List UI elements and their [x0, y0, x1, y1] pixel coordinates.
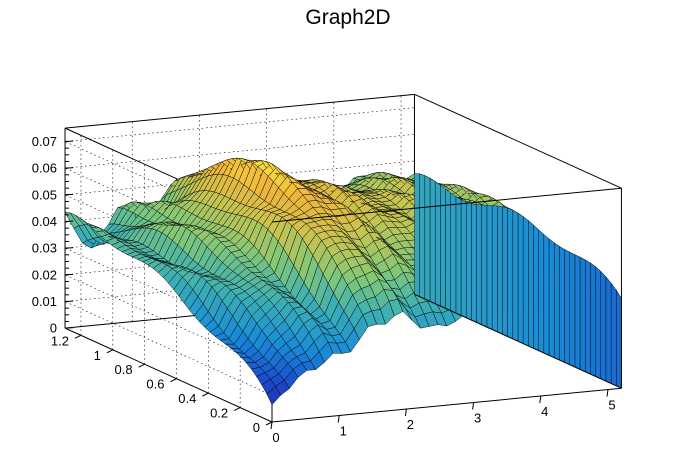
x-tick-mark [472, 402, 475, 410]
frame-edge [271, 187, 622, 223]
z-tick-label: 0.06 [32, 161, 57, 176]
surface-side [440, 184, 446, 309]
x-tick-mark [539, 395, 542, 404]
z-tick-label: 0.05 [32, 187, 57, 202]
z-tick-label: 0.02 [32, 267, 57, 282]
surface-side [569, 251, 576, 368]
surface-side [424, 175, 431, 302]
y-tick-label: 0.4 [178, 391, 196, 406]
z-tick-label: 0.07 [32, 134, 57, 149]
y-tick-label: 0.6 [146, 377, 164, 392]
surface-side [610, 282, 617, 387]
x-tick-mark [337, 415, 340, 423]
surface-side [595, 266, 601, 380]
surface-side [435, 181, 441, 307]
x-tick-label: 2 [407, 417, 414, 432]
y-tick-mark [202, 392, 209, 397]
surface-side [429, 177, 436, 305]
z-tick-label: 0.03 [32, 241, 57, 256]
x-tick-mark [606, 389, 609, 397]
frame-edge [64, 93, 415, 129]
x-tick-label: 0 [272, 430, 279, 445]
y-tick-label: 0.2 [210, 406, 228, 421]
surface-side [616, 289, 622, 389]
surface-side [533, 224, 539, 352]
surface-side [600, 270, 607, 382]
surface-side [605, 276, 612, 384]
surface-side [455, 196, 462, 316]
z-tick-label: 0.04 [32, 214, 57, 229]
y-tick-label: 0.8 [115, 362, 133, 377]
chart-title: Graph2D [305, 6, 390, 29]
x-tick-label: 5 [608, 398, 615, 413]
y-axis-ticks: 0 0.2 0.4 0.6 0.8 1 1.2 [51, 333, 273, 435]
surface-plot [64, 157, 622, 406]
surface-side [528, 220, 534, 349]
x-tick-mark [404, 408, 407, 417]
surface-side [419, 173, 425, 300]
surface-side [481, 204, 488, 328]
surface-side [491, 205, 498, 333]
y-tick-mark [233, 407, 241, 412]
surface-side [564, 249, 570, 366]
surface-side [471, 203, 477, 323]
surface-side [517, 212, 524, 344]
surface-side [507, 207, 513, 340]
surface-side [590, 262, 596, 377]
x-tick-mark [270, 421, 273, 430]
surface-side [497, 205, 503, 335]
y-tick-mark [170, 378, 177, 383]
surface-side [486, 205, 493, 330]
y-tick-mark [138, 363, 145, 368]
surface-side [538, 229, 544, 354]
y-tick-label: 1 [94, 348, 101, 363]
surface-side [579, 256, 586, 373]
x-tick-label: 4 [541, 404, 548, 419]
y-tick-mark [106, 349, 114, 354]
surface-side [476, 204, 482, 326]
frame-edge [414, 293, 622, 389]
x-axis-ticks: 0 1 2 3 4 5 [270, 389, 616, 445]
surface-side [522, 216, 529, 347]
surface-side [445, 188, 451, 312]
surface-side [414, 173, 420, 298]
y-tick-mark [265, 421, 273, 426]
y-tick-mark [74, 334, 82, 339]
y-tick-label: 0 [253, 420, 260, 435]
surface-side [460, 199, 467, 319]
surface-side [512, 209, 519, 342]
frame-edge [414, 93, 622, 189]
surface-side [543, 234, 550, 356]
surface-side [585, 259, 591, 375]
surface-side [574, 254, 581, 370]
surface-side [502, 206, 508, 337]
z-tick-label: 0.01 [32, 294, 57, 309]
x-tick-label: 1 [340, 424, 347, 439]
surface-side [548, 238, 555, 359]
z-tick-label: 0 [50, 321, 57, 336]
x-tick-label: 3 [474, 411, 481, 426]
surface-side [466, 201, 472, 321]
y-tick-label: 1.2 [51, 333, 69, 348]
z-axis-ticks: 0 0.01 0.02 0.03 0.04 0.05 0.06 0.07 [32, 134, 74, 336]
frame-edge [64, 327, 273, 423]
surface-side [554, 242, 560, 361]
surface-side [559, 246, 565, 363]
surface-side [450, 192, 457, 314]
frame-edge [271, 387, 622, 423]
plot-frame-front [271, 93, 622, 423]
